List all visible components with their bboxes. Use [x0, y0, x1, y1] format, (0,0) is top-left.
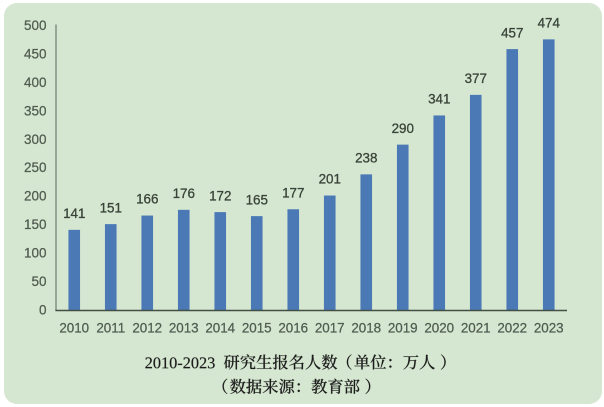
svg-text:2020: 2020: [424, 321, 454, 336]
svg-text:165: 165: [246, 192, 268, 207]
svg-text:350: 350: [24, 103, 47, 118]
svg-text:151: 151: [100, 200, 122, 215]
svg-text:150: 150: [24, 217, 47, 232]
svg-text:2012: 2012: [132, 321, 162, 336]
svg-text:2021: 2021: [461, 321, 491, 336]
svg-text:2013: 2013: [169, 321, 199, 336]
svg-text:141: 141: [63, 206, 85, 221]
svg-text:2011: 2011: [96, 321, 125, 336]
svg-text:250: 250: [24, 160, 47, 175]
svg-text:177: 177: [282, 185, 304, 200]
svg-text:2014: 2014: [205, 321, 235, 336]
svg-text:2023: 2023: [534, 321, 564, 336]
svg-text:2019: 2019: [388, 321, 418, 336]
svg-text:457: 457: [501, 25, 523, 40]
svg-text:474: 474: [538, 16, 561, 31]
svg-text:300: 300: [24, 132, 47, 147]
svg-text:2018: 2018: [351, 321, 381, 336]
svg-text:341: 341: [428, 92, 450, 107]
svg-text:200: 200: [24, 189, 47, 204]
svg-text:238: 238: [355, 151, 377, 166]
svg-text:201: 201: [319, 172, 341, 187]
svg-text:50: 50: [31, 274, 46, 289]
svg-text:172: 172: [209, 188, 231, 203]
svg-text:2015: 2015: [242, 321, 272, 336]
svg-text:2010: 2010: [59, 321, 89, 336]
svg-text:0: 0: [39, 302, 47, 317]
svg-text:290: 290: [392, 121, 414, 136]
svg-text:500: 500: [24, 18, 47, 33]
svg-text:176: 176: [173, 186, 195, 201]
svg-text:377: 377: [465, 71, 487, 86]
svg-text:2017: 2017: [315, 321, 345, 336]
svg-text:166: 166: [136, 192, 158, 207]
svg-text:2022: 2022: [497, 321, 527, 336]
svg-text:400: 400: [24, 75, 47, 90]
svg-text:450: 450: [24, 47, 47, 62]
svg-text:2016: 2016: [278, 321, 308, 336]
svg-text:100: 100: [24, 245, 47, 260]
